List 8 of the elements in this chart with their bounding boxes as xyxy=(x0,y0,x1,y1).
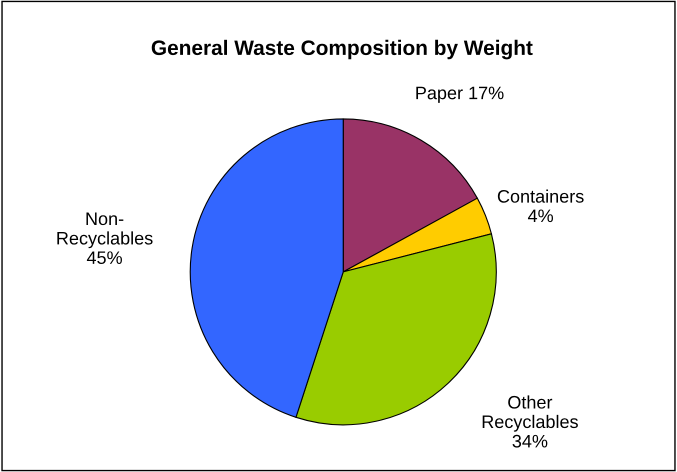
slice-label: Non-Recyclables xyxy=(57,212,153,248)
chart-title: General Waste Composition by Weight xyxy=(152,40,533,60)
data-label: 4% xyxy=(528,210,554,222)
slice-label: Paper 17% xyxy=(416,86,504,103)
slice-label: Other Recyclables xyxy=(482,395,578,432)
data-label: 34% xyxy=(512,434,548,448)
slice-label: Containers xyxy=(498,190,584,203)
data-label: 45% xyxy=(86,251,122,264)
